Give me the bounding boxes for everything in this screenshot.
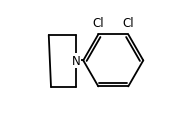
Text: Cl: Cl xyxy=(122,17,134,29)
Text: Cl: Cl xyxy=(93,17,104,29)
Text: N: N xyxy=(72,54,80,67)
